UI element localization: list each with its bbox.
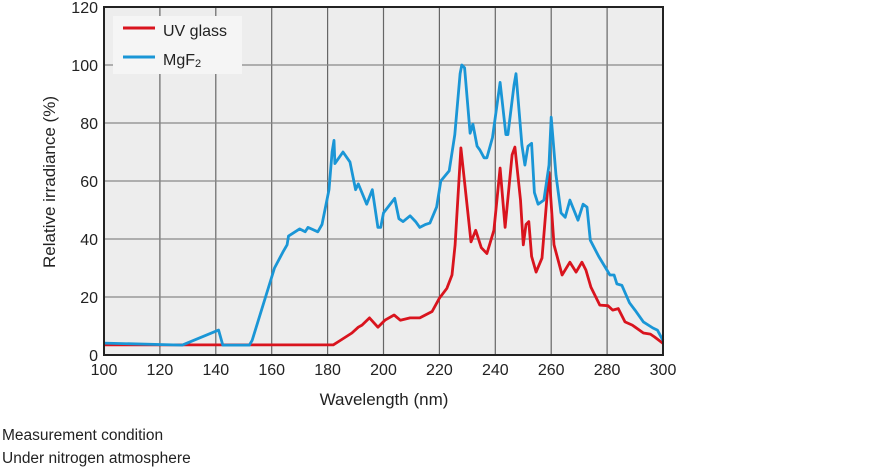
legend-label-mgf2: MgF2 — [163, 52, 201, 70]
y-tick-label: 60 — [80, 174, 98, 191]
x-tick-label: 220 — [426, 362, 453, 379]
x-tick-label: 120 — [147, 362, 174, 379]
x-tick-label: 160 — [258, 362, 285, 379]
x-tick-label: 140 — [202, 362, 229, 379]
y-tick-label: 20 — [80, 290, 98, 307]
x-tick-label: 180 — [314, 362, 341, 379]
y-axis-label: Relative irradiance (%) — [40, 96, 59, 268]
y-tick-label: 100 — [71, 58, 98, 75]
y-tick-label: 40 — [80, 232, 98, 249]
x-tick-label: 100 — [91, 362, 118, 379]
y-tick-labels: 0 20 40 60 80 100 120 — [71, 0, 98, 365]
measurement-condition-value: Under nitrogen atmosphere — [2, 450, 191, 467]
x-tick-label: 280 — [594, 362, 621, 379]
series-lines — [103, 63, 665, 347]
x-tick-labels: 100 120 140 160 180 200 220 240 260 280 300 — [91, 362, 677, 379]
x-axis-label: Wavelength (nm) — [320, 390, 449, 409]
x-tick-label: 240 — [482, 362, 509, 379]
y-tick-label: 80 — [80, 116, 98, 133]
y-tick-label: 120 — [71, 0, 98, 17]
y-tick-label: 0 — [89, 348, 98, 365]
x-tick-label: 260 — [538, 362, 565, 379]
legend-label-uv-glass: UV glass — [163, 23, 227, 40]
legend: UV glass MgF2 — [113, 16, 242, 74]
plot-border — [103, 6, 664, 356]
legend-box — [113, 16, 242, 74]
series-line-mgf2 — [103, 63, 665, 347]
x-tick-label: 300 — [650, 362, 677, 379]
measurement-condition-label: Measurement condition — [2, 427, 164, 444]
series-line-uv-glass — [104, 145, 664, 347]
x-tick-label: 200 — [370, 362, 397, 379]
